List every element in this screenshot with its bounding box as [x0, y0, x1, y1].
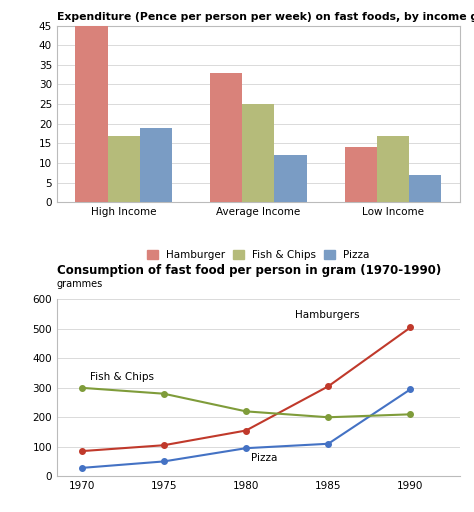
Hamburgers [243, 428, 249, 434]
Fish & Chips [161, 391, 167, 397]
Legend: Hamburger, Fish & Chips, Pizza: Hamburger, Fish & Chips, Pizza [143, 246, 374, 264]
Bar [242, 104, 274, 202]
Text: Pizza: Pizza [251, 453, 277, 463]
Fish & Chips [243, 408, 249, 414]
Hamburgers [325, 383, 331, 390]
Text: Consumption of fast food per person in gram (1970-1990): Consumption of fast food per person in g… [57, 265, 441, 278]
Line: Hamburgers: Hamburgers [79, 325, 413, 454]
Fish & Chips [79, 385, 84, 391]
Pizza [79, 465, 84, 471]
Fish & Chips [325, 414, 331, 420]
Bar [75, 26, 108, 202]
Hamburgers [408, 325, 413, 331]
Line: Pizza: Pizza [79, 387, 413, 471]
Bar [377, 136, 409, 202]
Bar [409, 175, 441, 202]
Pizza [408, 386, 413, 392]
Bar [274, 155, 307, 202]
Legend: Pizza, Hamburgers, Fish & Chips: Pizza, Hamburgers, Fish & Chips [132, 509, 384, 512]
Bar [210, 73, 242, 202]
Hamburgers [79, 448, 84, 454]
Bar [108, 136, 140, 202]
Hamburgers [161, 442, 167, 449]
Pizza [243, 445, 249, 451]
Pizza [325, 441, 331, 447]
Bar [140, 127, 172, 202]
Pizza [161, 458, 167, 464]
Text: Hamburgers: Hamburgers [295, 310, 360, 320]
Fish & Chips [408, 411, 413, 417]
Text: Expenditure (Pence per person per week) on fast foods, by income groups, UK 1990: Expenditure (Pence per person per week) … [57, 12, 474, 22]
Text: Fish & Chips: Fish & Chips [90, 372, 154, 382]
Bar [345, 147, 377, 202]
Text: grammes: grammes [57, 279, 103, 289]
Line: Fish & Chips: Fish & Chips [79, 385, 413, 420]
